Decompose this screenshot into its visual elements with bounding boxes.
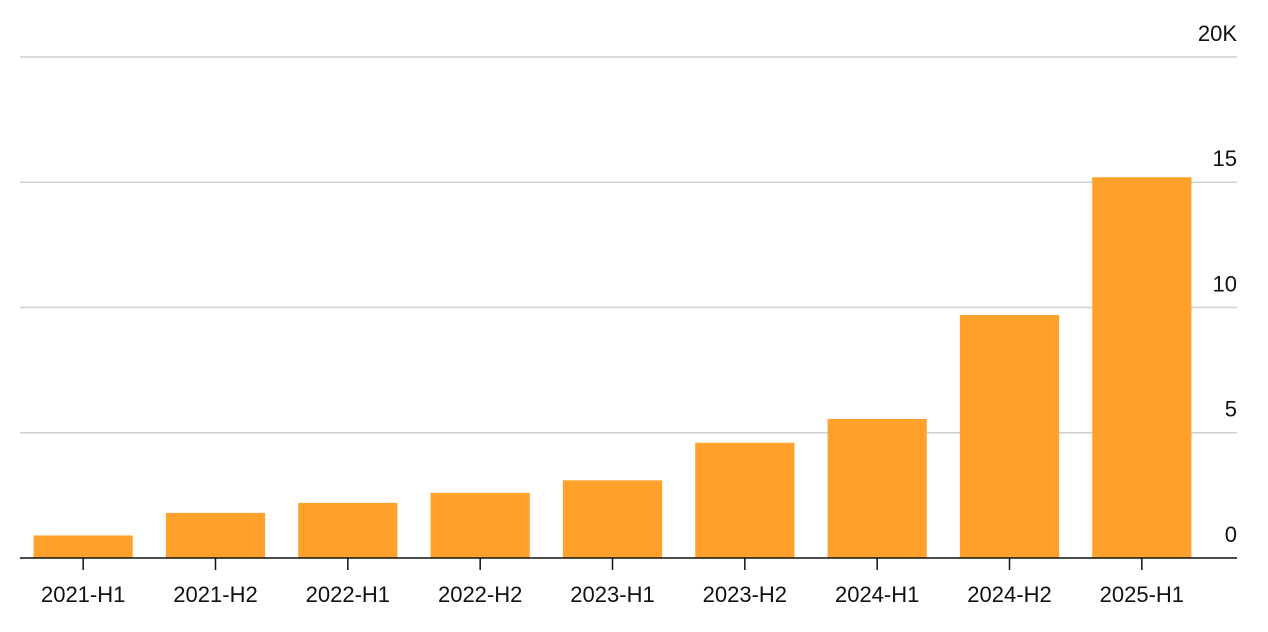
x-tick-label: 2023-H1 <box>570 582 654 607</box>
bar <box>430 492 530 558</box>
x-tick-label: 2022-H1 <box>306 582 390 607</box>
x-tick-label: 2024-H2 <box>967 582 1051 607</box>
bar <box>959 315 1060 558</box>
y-tick-label: 20K <box>1198 21 1237 46</box>
x-tick-label: 2022-H2 <box>438 582 522 607</box>
bar <box>165 512 266 558</box>
y-tick-label: 0 <box>1225 522 1237 547</box>
x-tick-label: 2023-H2 <box>703 582 787 607</box>
bar <box>1092 177 1192 559</box>
y-tick-label: 10 <box>1213 271 1237 296</box>
y-tick-label: 15 <box>1213 146 1237 171</box>
x-tick-label: 2025-H1 <box>1100 582 1184 607</box>
bar <box>562 480 663 558</box>
bar <box>298 502 398 558</box>
x-tick-label: 2024-H1 <box>835 582 919 607</box>
y-tick-label: 5 <box>1225 397 1237 422</box>
bar <box>33 535 133 558</box>
x-tick-label: 2021-H1 <box>41 582 125 607</box>
x-tick-label: 2021-H2 <box>173 582 257 607</box>
bar <box>827 418 927 558</box>
bar <box>695 442 795 558</box>
